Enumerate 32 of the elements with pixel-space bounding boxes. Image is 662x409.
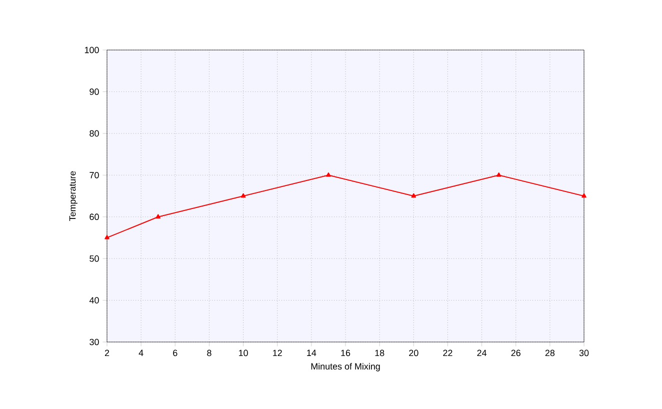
y-axis-title: Temperature bbox=[69, 171, 78, 221]
y-tick-label: 30 bbox=[90, 338, 99, 346]
point bbox=[411, 193, 416, 198]
x-axis-title: Minutes of Mixing bbox=[311, 362, 380, 372]
point bbox=[582, 193, 586, 198]
point bbox=[326, 172, 331, 177]
x-tick-label: 6 bbox=[173, 350, 178, 356]
x-tick-label: 20 bbox=[409, 350, 418, 356]
x-tick-label: 10 bbox=[238, 350, 248, 356]
point bbox=[240, 193, 246, 198]
x-tick-label: 28 bbox=[545, 350, 555, 356]
y-tick-label: 80 bbox=[90, 130, 99, 137]
x-tick-label: 14 bbox=[307, 350, 316, 356]
y-tick-label: 50 bbox=[90, 255, 99, 262]
x-tick-label: 2 bbox=[104, 350, 110, 356]
x-tick-label: 16 bbox=[341, 350, 350, 356]
x-tick-label: 22 bbox=[443, 350, 452, 356]
x-tick-label: 30 bbox=[579, 350, 589, 356]
x-tick-label: 18 bbox=[375, 350, 384, 356]
y-tick-label: 90 bbox=[90, 88, 99, 95]
point bbox=[496, 172, 502, 177]
x-tick-label: 12 bbox=[273, 350, 282, 356]
x-tick-label: 24 bbox=[477, 350, 487, 356]
x-tick-label: 26 bbox=[511, 350, 520, 356]
point bbox=[156, 214, 161, 218]
point bbox=[104, 235, 110, 240]
y-tick-label: 100 bbox=[84, 46, 99, 54]
y-tick-label: 70 bbox=[90, 172, 99, 178]
x-tick-label: 8 bbox=[207, 350, 212, 356]
x-tick-label: 4 bbox=[138, 350, 144, 356]
y-tick-label: 60 bbox=[90, 214, 99, 220]
y-tick-label: 40 bbox=[89, 297, 99, 304]
